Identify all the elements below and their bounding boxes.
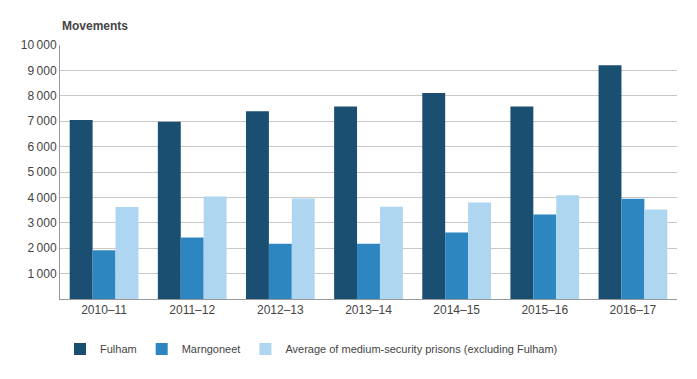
svg-text:7 000: 7 000 bbox=[27, 114, 56, 128]
svg-text:2011–12: 2011–12 bbox=[169, 303, 215, 317]
svg-text:8 000: 8 000 bbox=[27, 89, 56, 103]
svg-text:Fulham: Fulham bbox=[100, 343, 137, 355]
svg-text:2 000: 2 000 bbox=[27, 241, 56, 255]
svg-text:Average of medium-security pri: Average of medium-security prisons (excl… bbox=[285, 343, 557, 355]
svg-text:2014–15: 2014–15 bbox=[433, 303, 480, 317]
svg-text:2016–17: 2016–17 bbox=[610, 303, 657, 317]
svg-text:1 000: 1 000 bbox=[27, 267, 56, 281]
svg-text:2010–11: 2010–11 bbox=[81, 303, 127, 317]
svg-text:4 000: 4 000 bbox=[27, 191, 56, 205]
svg-text:9 000: 9 000 bbox=[27, 64, 56, 78]
svg-text:2013–14: 2013–14 bbox=[345, 303, 392, 317]
svg-text:6 000: 6 000 bbox=[27, 140, 56, 154]
svg-text:2012–13: 2012–13 bbox=[257, 303, 304, 317]
svg-text:5 000: 5 000 bbox=[27, 165, 56, 179]
svg-text:10 000: 10 000 bbox=[21, 38, 57, 52]
svg-text:Movements: Movements bbox=[62, 19, 128, 33]
svg-text:3 000: 3 000 bbox=[27, 216, 56, 230]
svg-text:2015–16: 2015–16 bbox=[521, 303, 568, 317]
svg-text:Marngoneet: Marngoneet bbox=[182, 343, 241, 355]
